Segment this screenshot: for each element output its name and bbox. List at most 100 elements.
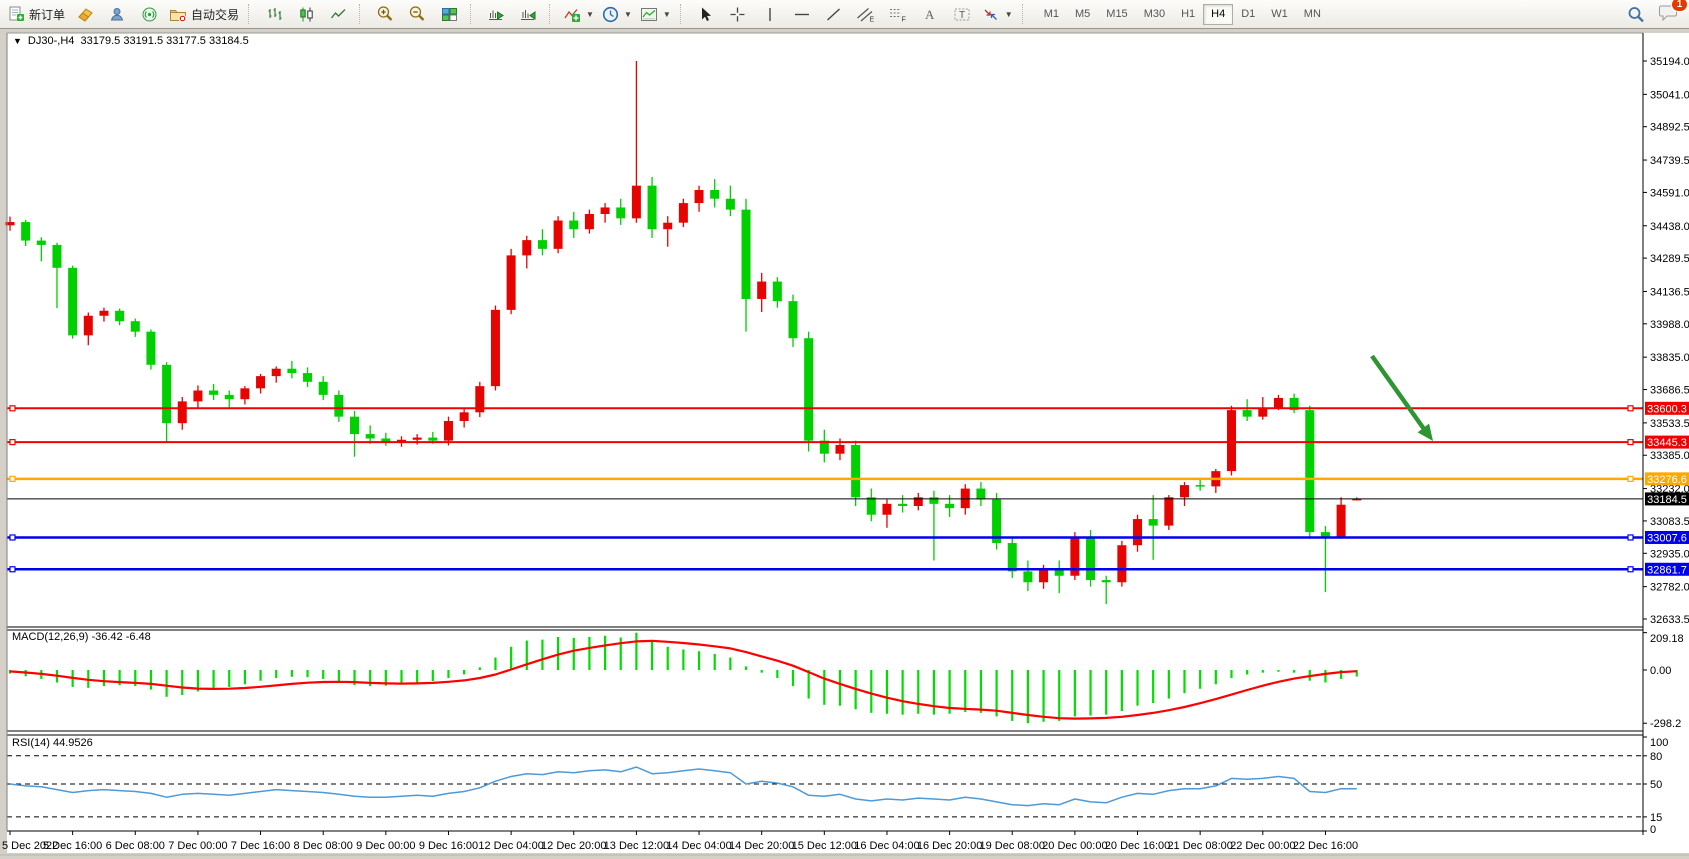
svg-text:14 Dec 04:00: 14 Dec 04:00: [666, 840, 731, 852]
cursor-icon: [701, 7, 711, 21]
dropdown-caret: ▼: [1004, 9, 1013, 19]
svg-text:33083.5: 33083.5: [1650, 516, 1689, 528]
svg-text:33533.5: 33533.5: [1650, 418, 1689, 430]
svg-text:9 Dec 16:00: 9 Dec 16:00: [419, 840, 478, 852]
auto-scroll-button[interactable]: [480, 1, 512, 27]
profile-button[interactable]: [101, 1, 133, 27]
svg-text:5 Dec 2022: 5 Dec 2022: [2, 840, 58, 852]
price-tags[interactable]: 33600.3 33445.3 33276.6 33184.5 33007.6 32861…: [1645, 401, 1689, 576]
signal-icon: [142, 7, 157, 21]
chat-unread-badge: 1: [1671, 0, 1688, 12]
vertical-line-icon: [769, 7, 771, 21]
timeframe-W1[interactable]: W1: [1271, 7, 1288, 20]
svg-text:0: 0: [1650, 824, 1656, 836]
new-order-button[interactable]: 新订单: [4, 1, 69, 27]
chat-button[interactable]: 1: [1659, 0, 1688, 26]
trendline-icon: [827, 7, 841, 21]
arrow-objects-button[interactable]: ▼: [978, 1, 1017, 27]
candle-chart-button[interactable]: [290, 1, 322, 27]
svg-text:F: F: [902, 16, 906, 23]
svg-text:35194.0: 35194.0: [1650, 56, 1689, 68]
text-button[interactable]: A: [914, 1, 946, 27]
text-label-button[interactable]: T: [946, 1, 978, 27]
crosshair-button[interactable]: [722, 1, 754, 27]
eraser-icon: [77, 7, 93, 22]
horizontal-level-lines[interactable]: [7, 405, 1643, 573]
timeframe-H4[interactable]: H4: [1203, 3, 1234, 25]
chart-shift-button[interactable]: [512, 1, 544, 27]
horizontal-line-icon: [794, 13, 809, 15]
bar-chart-icon: [268, 7, 282, 20]
svg-text:35041.0: 35041.0: [1650, 89, 1689, 101]
timeframe-H1[interactable]: H1: [1181, 7, 1196, 20]
svg-text:19 Dec 08:00: 19 Dec 08:00: [980, 840, 1045, 852]
timeframe-M30[interactable]: M30: [1143, 7, 1166, 20]
timeframe-D1[interactable]: D1: [1241, 7, 1256, 20]
fibonacci-icon: F: [890, 8, 906, 23]
crosshair-icon: [730, 7, 745, 21]
svg-text:33276.6: 33276.6: [1647, 474, 1687, 486]
toolbar-separator: [679, 4, 687, 24]
candles: [5, 61, 1362, 605]
tile-windows-button[interactable]: [433, 1, 465, 27]
annotation-arrow[interactable]: [1370, 354, 1433, 441]
toolbar-separator: [248, 4, 255, 24]
macd-indicator-label: MACD(12,26,9) -36.42 -6.48: [12, 631, 151, 643]
ohlc-quote: 33179.5 33191.5 33177.5 33184.5: [80, 35, 249, 47]
add-indicator-icon: [564, 8, 581, 22]
svg-text:7 Dec 16:00: 7 Dec 16:00: [231, 840, 290, 852]
svg-text:12 Dec 20:00: 12 Dec 20:00: [541, 840, 606, 852]
timeframe-MN[interactable]: MN: [1303, 7, 1321, 20]
svg-text:16 Dec 20:00: 16 Dec 20:00: [917, 840, 982, 852]
svg-text:34289.5: 34289.5: [1650, 253, 1689, 265]
search-icon[interactable]: [1627, 6, 1645, 24]
zoom-out-icon: [409, 6, 425, 21]
svg-text:13 Dec 12:00: 13 Dec 12:00: [604, 840, 669, 852]
autotrade-button[interactable]: 自动交易: [165, 1, 243, 27]
svg-text:209.18: 209.18: [1650, 633, 1684, 645]
text-icon: A: [925, 7, 935, 22]
fibonacci-button[interactable]: F: [882, 1, 914, 27]
timeframe-M15[interactable]: M15: [1106, 7, 1128, 20]
svg-text:12 Dec 04:00: 12 Dec 04:00: [478, 840, 543, 852]
svg-text:A: A: [925, 7, 935, 22]
bar-chart-button[interactable]: [258, 1, 290, 27]
vertical-line-button[interactable]: [754, 1, 786, 27]
new-order-label: 新订单: [29, 7, 66, 22]
zoom-out-button[interactable]: [401, 1, 433, 27]
periods-button[interactable]: ▼: [598, 1, 636, 27]
equidistant-channel-button[interactable]: E: [850, 1, 882, 27]
dropdown-caret: ▼: [623, 9, 632, 19]
horizontal-line-button[interactable]: [786, 1, 818, 27]
add-indicator-button[interactable]: ▼: [559, 1, 598, 27]
price-axis[interactable]: 35194.0 35041.0 34892.5 34739.5 34591.0 34438…: [1643, 56, 1689, 836]
timeframe-group: M1 M5 M15 M30 H1 H4 D1 W1 MN: [1036, 3, 1329, 25]
new-order-icon: [9, 6, 24, 21]
trendline-button[interactable]: [818, 1, 850, 27]
eraser-button[interactable]: [69, 1, 101, 27]
cursor-button[interactable]: [690, 1, 722, 27]
svg-text:5 Dec 16:00: 5 Dec 16:00: [43, 840, 102, 852]
svg-text:33686.5: 33686.5: [1650, 385, 1689, 397]
signal-button[interactable]: [133, 1, 165, 27]
svg-text:15: 15: [1650, 812, 1662, 824]
timeframe-M5[interactable]: M5: [1075, 7, 1091, 20]
line-chart-button[interactable]: [322, 1, 354, 27]
line-chart-icon: [330, 8, 346, 18]
candle-chart-icon: [299, 7, 313, 21]
svg-text:20 Dec 16:00: 20 Dec 16:00: [1105, 840, 1170, 852]
zoom-in-button[interactable]: [369, 1, 401, 27]
templates-button[interactable]: ▼: [636, 1, 675, 27]
dropdown-caret: ▼: [662, 9, 671, 19]
svg-text:0.00: 0.00: [1650, 665, 1671, 677]
timeframe-M1[interactable]: M1: [1043, 7, 1059, 20]
svg-text:34739.5: 34739.5: [1650, 155, 1689, 167]
svg-text:20 Dec 00:00: 20 Dec 00:00: [1042, 840, 1107, 852]
macd-panel: [8, 632, 1358, 724]
collapse-icon[interactable]: ▼: [13, 36, 22, 46]
svg-text:32633.5: 32633.5: [1650, 614, 1689, 626]
svg-text:32782.0: 32782.0: [1650, 582, 1689, 594]
